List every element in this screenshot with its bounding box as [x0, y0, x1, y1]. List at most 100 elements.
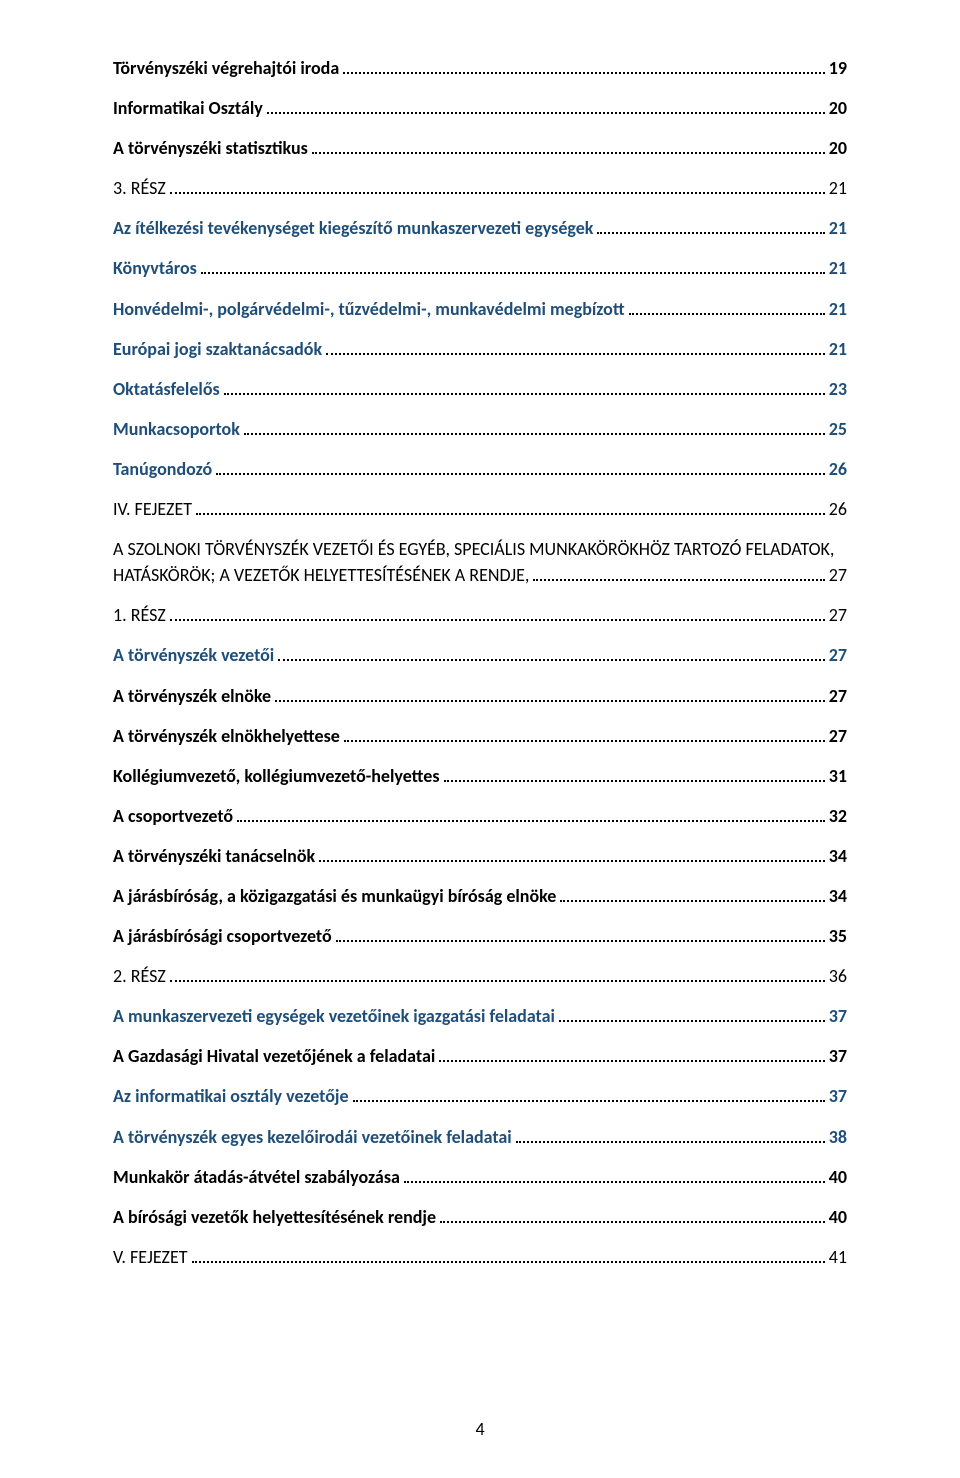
toc-label: HATÁSKÖRÖK; A VEZETŐK HELYETTESÍTÉSÉNEK … — [113, 562, 529, 588]
toc-page: 19 — [829, 55, 847, 81]
toc-entry[interactable]: Európai jogi szaktanácsadók 21 — [113, 336, 847, 362]
toc-page: 27 — [829, 602, 847, 628]
toc-leader-dots — [533, 565, 824, 581]
toc-page: 26 — [829, 496, 847, 522]
toc-label: A törvényszék elnökhelyettese — [113, 723, 340, 749]
toc-page: 34 — [829, 843, 847, 869]
toc-entry[interactable]: V. FEJEZET 41 — [113, 1244, 847, 1270]
toc-entry[interactable]: A törvényszéki tanácselnök34 — [113, 843, 847, 869]
toc-page: 38 — [829, 1124, 847, 1150]
toc-entry[interactable]: A törvényszék elnökhelyettese 27 — [113, 723, 847, 749]
toc-label: 3. RÉSZ — [113, 175, 166, 201]
toc-entry[interactable]: 3. RÉSZ 21 — [113, 175, 847, 201]
toc-leader-dots — [312, 138, 825, 154]
page: Törvényszéki végrehajtói iroda 19 Informat… — [0, 0, 960, 1478]
toc-page: 27 — [829, 683, 847, 709]
toc-entry[interactable]: 1. RÉSZ27 — [113, 602, 847, 628]
toc-page: 37 — [829, 1003, 847, 1029]
toc-leader-dots — [404, 1166, 825, 1182]
toc-label: Könyvtáros — [113, 255, 197, 281]
toc-entry[interactable]: Honvédelmi-, polgárvédelmi-, tűzvédelmi-… — [113, 296, 847, 322]
toc-label: Munkakör átadás-átvétel szabályozása — [113, 1164, 400, 1190]
toc-page: 31 — [829, 763, 847, 789]
toc-page: 20 — [829, 95, 847, 121]
toc-page: 35 — [829, 923, 847, 949]
toc-label: A csoportvezető — [113, 803, 233, 829]
toc-leader-dots — [170, 966, 825, 982]
toc-page: 21 — [829, 255, 847, 281]
toc-page: 27 — [829, 562, 847, 588]
toc-page: 27 — [829, 723, 847, 749]
toc-page: 41 — [829, 1244, 847, 1270]
toc-entry[interactable]: Oktatásfelelős23 — [113, 376, 847, 402]
toc-leader-dots — [629, 298, 825, 314]
toc-entry[interactable]: Munkacsoportok25 — [113, 416, 847, 442]
toc-entry[interactable]: A SZOLNOKI TÖRVÉNYSZÉK VEZETŐI ÉS EGYÉB,… — [113, 536, 847, 588]
toc-leader-dots — [196, 499, 825, 515]
toc-label: A Gazdasági Hivatal vezetőjének a felada… — [113, 1043, 435, 1069]
toc-page: 32 — [829, 803, 847, 829]
toc-entry[interactable]: Az informatikai osztály vezetője 37 — [113, 1083, 847, 1109]
toc-leader-dots — [244, 418, 825, 434]
toc-entry[interactable]: Törvényszéki végrehajtói iroda 19 — [113, 55, 847, 81]
toc-entry[interactable]: Könyvtáros 21 — [113, 255, 847, 281]
toc-entry[interactable]: IV. FEJEZET 26 — [113, 496, 847, 522]
toc-entry[interactable]: A törvényszék vezetői 27 — [113, 642, 847, 668]
toc-page: 37 — [829, 1083, 847, 1109]
toc-page: 21 — [829, 336, 847, 362]
toc-label: A bírósági vezetők helyettesítésének ren… — [113, 1204, 436, 1230]
toc-page: 21 — [829, 296, 847, 322]
toc-entry[interactable]: A munkaszervezeti egységek vezetőinek ig… — [113, 1003, 847, 1029]
toc-label: Európai jogi szaktanácsadók — [113, 336, 322, 362]
toc-label: Törvényszéki végrehajtói iroda — [113, 55, 339, 81]
page-number: 4 — [0, 1418, 960, 1440]
toc-label: A járásbírósági csoportvezető — [113, 923, 332, 949]
toc-label: A törvényszék elnöke — [113, 683, 271, 709]
toc-page: 37 — [829, 1043, 847, 1069]
toc-page: 21 — [829, 175, 847, 201]
toc-entry[interactable]: 2. RÉSZ 36 — [113, 963, 847, 989]
toc-leader-dots — [267, 98, 825, 114]
toc-label: V. FEJEZET — [113, 1244, 188, 1270]
toc-entry[interactable]: A törvényszék egyes kezelőirodái vezetői… — [113, 1124, 847, 1150]
toc-leader-dots — [344, 725, 825, 741]
toc-page: 40 — [829, 1164, 847, 1190]
toc-label: Munkacsoportok — [113, 416, 240, 442]
toc-label: IV. FEJEZET — [113, 496, 192, 522]
toc-entry[interactable]: A törvényszék elnöke 27 — [113, 683, 847, 709]
toc-label: A munkaszervezeti egységek vezetőinek ig… — [113, 1003, 555, 1029]
toc-leader-dots — [201, 258, 825, 274]
toc-page: 27 — [829, 642, 847, 668]
toc-page: 40 — [829, 1204, 847, 1230]
toc-leader-dots — [559, 1006, 825, 1022]
toc-label: Kollégiumvezető, kollégiumvezető-helyett… — [113, 763, 440, 789]
toc-label: A törvényszéki statisztikus — [113, 135, 308, 161]
toc-entry[interactable]: A járásbíróság, a közigazgatási és munka… — [113, 883, 847, 909]
toc-leader-dots — [319, 845, 825, 861]
toc-label: A SZOLNOKI TÖRVÉNYSZÉK VEZETŐI ÉS EGYÉB,… — [113, 536, 847, 562]
toc-page: 36 — [829, 963, 847, 989]
toc-entry[interactable]: Informatikai Osztály20 — [113, 95, 847, 121]
toc-entry[interactable]: A bírósági vezetők helyettesítésének ren… — [113, 1204, 847, 1230]
toc-entry[interactable]: A járásbírósági csoportvezető 35 — [113, 923, 847, 949]
toc-entry[interactable]: A törvényszéki statisztikus20 — [113, 135, 847, 161]
toc-label: Honvédelmi-, polgárvédelmi-, tűzvédelmi-… — [113, 296, 625, 322]
toc-leader-dots — [192, 1246, 825, 1262]
toc-label: Az informatikai osztály vezetője — [113, 1083, 349, 1109]
toc-entry[interactable]: Tanúgondozó26 — [113, 456, 847, 482]
toc-leader-dots — [170, 178, 825, 194]
toc-label: A törvényszék vezetői — [113, 642, 274, 668]
toc-label: Az ítélkezési tevékenységet kiegészítő m… — [113, 215, 593, 241]
toc-leader-dots — [440, 1206, 825, 1222]
toc-leader-dots — [224, 378, 825, 394]
toc-label: 2. RÉSZ — [113, 963, 166, 989]
toc-entry[interactable]: Munkakör átadás-átvétel szabályozása 40 — [113, 1164, 847, 1190]
toc-leader-dots — [516, 1126, 825, 1142]
toc-entry[interactable]: Az ítélkezési tevékenységet kiegészítő m… — [113, 215, 847, 241]
toc-label: A járásbíróság, a közigazgatási és munka… — [113, 883, 556, 909]
toc-leader-dots — [237, 805, 825, 821]
toc-entry[interactable]: A Gazdasági Hivatal vezetőjének a felada… — [113, 1043, 847, 1069]
toc-entry[interactable]: Kollégiumvezető, kollégiumvezető-helyett… — [113, 763, 847, 789]
toc-entry[interactable]: A csoportvezető 32 — [113, 803, 847, 829]
toc-label: A törvényszék egyes kezelőirodái vezetői… — [113, 1124, 512, 1150]
